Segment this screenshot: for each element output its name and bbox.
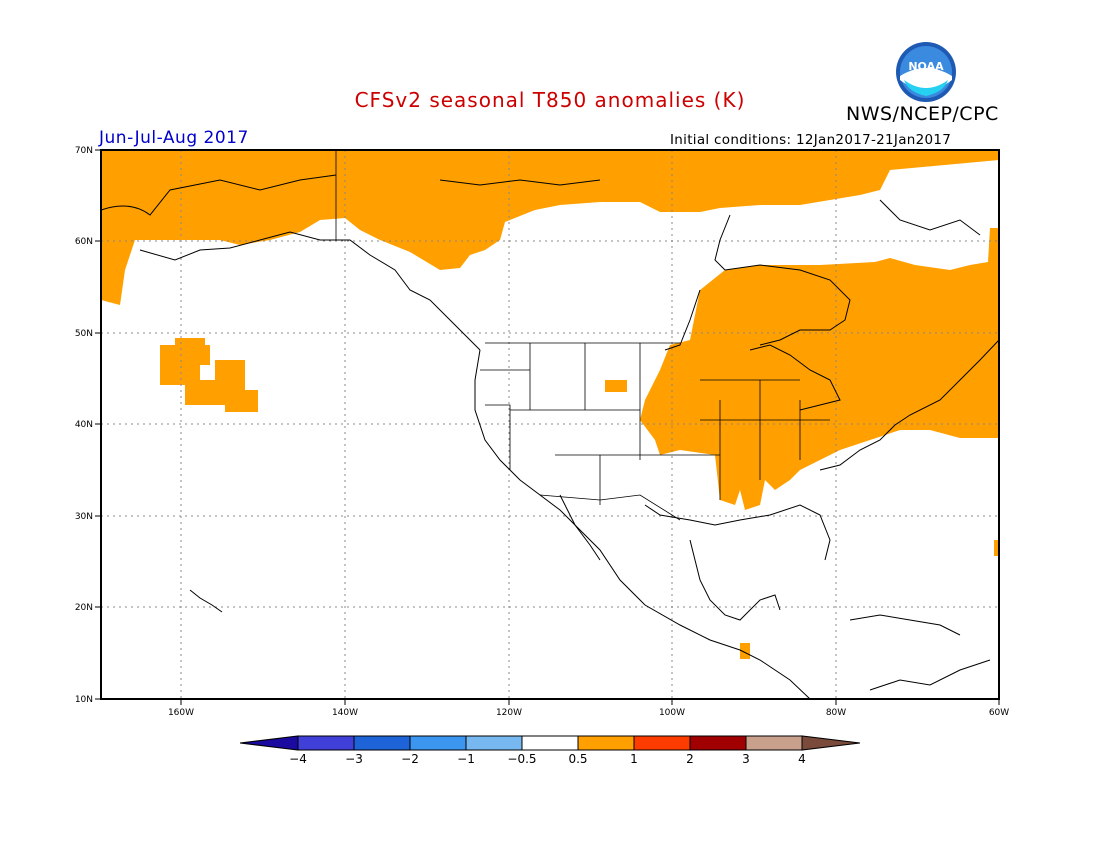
lon-tick-label: 120W: [496, 708, 522, 718]
colorbar-label: 1: [630, 752, 638, 766]
colorbar-cell: [633, 735, 691, 751]
lon-tick-label: 60W: [989, 708, 1009, 718]
colorbar-cell: [297, 735, 355, 751]
colorbar-label: −0.5: [507, 752, 537, 766]
lat-tick-label: 50N: [75, 329, 93, 339]
anomaly-region-rockies: [605, 380, 627, 392]
lat-tick-label: 70N: [75, 146, 93, 156]
lat-tick-label: 40N: [75, 420, 93, 430]
colorbar-cell: [521, 735, 579, 751]
longitude-axis: 160W 140W 120W 100W 80W 60W: [168, 699, 1009, 718]
chart-title: CFSv2 seasonal T850 anomalies (K): [354, 88, 746, 112]
colorbar-arrow-high: [801, 735, 860, 751]
lat-tick-label: 30N: [75, 512, 93, 522]
lat-tick-label: 20N: [75, 603, 93, 613]
colorbar-label: 0.5: [568, 752, 588, 766]
colorbar-label: −1: [457, 752, 475, 766]
lat-tick-label: 10N: [75, 695, 93, 705]
initial-conditions-label: Initial conditions: 12Jan2017-21Jan2017: [670, 132, 952, 148]
anomaly-region-north: [101, 150, 999, 510]
colorbar-cell: [409, 735, 467, 751]
colorbar: [240, 735, 860, 751]
lon-tick-label: 100W: [659, 708, 685, 718]
colorbar-label: −3: [345, 752, 363, 766]
anomaly-region-atlantic: [994, 540, 999, 556]
noaa-logo-icon: NOAA: [896, 42, 956, 102]
political-borders: [335, 150, 830, 521]
colorbar-cell: [745, 735, 803, 751]
colorbar-cell: [465, 735, 523, 751]
organization-label: NWS/NCEP/CPC: [846, 103, 999, 125]
colorbar-cell: [353, 735, 411, 751]
colorbar-label: −2: [401, 752, 419, 766]
latitude-axis: 10N 20N 30N 40N 50N 60N 70N: [75, 146, 101, 705]
colorbar-label: 3: [742, 752, 750, 766]
colorbar-label: 4: [798, 752, 806, 766]
colorbar-label: −4: [289, 752, 307, 766]
lat-tick-label: 60N: [75, 237, 93, 247]
lon-tick-label: 160W: [168, 708, 194, 718]
colorbar-arrow-low: [240, 735, 299, 751]
lon-tick-label: 140W: [332, 708, 358, 718]
anomaly-region-central-america: [740, 643, 750, 659]
gridlines: [101, 150, 999, 699]
coastlines: [101, 174, 999, 699]
colorbar-label: 2: [686, 752, 694, 766]
colorbar-cell: [577, 735, 635, 751]
period-label: Jun-Jul-Aug 2017: [99, 128, 249, 148]
svg-text:NOAA: NOAA: [908, 60, 944, 73]
lon-tick-label: 80W: [826, 708, 846, 718]
colorbar-cell: [689, 735, 747, 751]
